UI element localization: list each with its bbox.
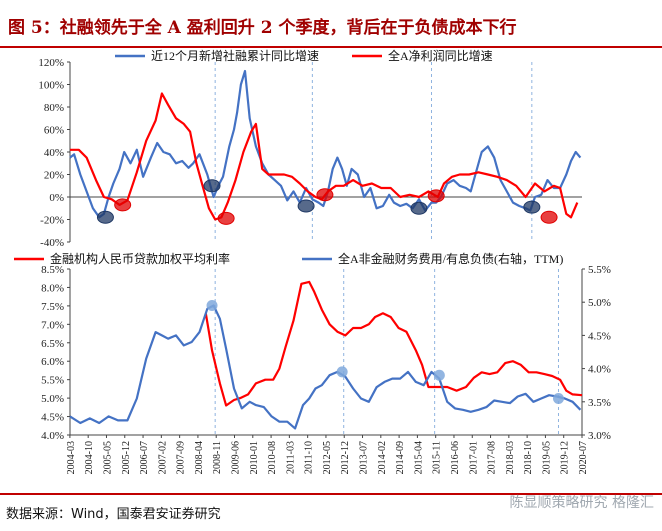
legend-label: 金融机构人民币贷款加权平均利率 [50, 251, 230, 266]
marker [427, 189, 445, 203]
y-tick-label: 120% [38, 57, 64, 69]
source-note: 数据来源：Wind，国泰君安证券研究 [6, 507, 221, 522]
x-tick-label: 2018-10 [523, 441, 534, 474]
series-line [69, 304, 582, 430]
x-tick-label: 2008-11 [212, 441, 223, 474]
y-tick-label-left: 8.0% [41, 282, 64, 294]
marker [217, 211, 235, 225]
legend-label: 全A净利润同比增速 [388, 48, 493, 63]
marker [540, 210, 558, 224]
x-tick-label: 2011-10 [304, 441, 315, 474]
y-tick-label-left: 5.0% [41, 393, 64, 405]
marker [114, 198, 132, 212]
x-tick-label: 2015-11 [432, 441, 443, 474]
legend-label: 近12个月新增社融累计同比增速 [151, 48, 319, 63]
y-tick-label-right: 3.5% [588, 397, 611, 409]
marker [206, 300, 218, 312]
x-tick-label: 2012-05 [322, 441, 333, 474]
x-tick-label: 2013-07 [359, 441, 370, 474]
y-tick-label: 0% [49, 192, 64, 204]
series-line [204, 280, 583, 407]
y-tick-label-right: 5.5% [588, 264, 611, 276]
x-tick-label: 2007-02 [157, 441, 168, 474]
y-tick-label-right: 5.0% [588, 297, 611, 309]
y-tick-label-right: 4.0% [588, 364, 611, 376]
x-tick-label: 2005-12 [121, 441, 132, 474]
x-tick-label: 2017-08 [487, 441, 498, 474]
x-tick-label: 2010-01 [249, 441, 260, 474]
y-tick-label-left: 6.5% [41, 338, 64, 350]
y-tick-label: 20% [44, 170, 64, 182]
x-tick-label: 2005-05 [102, 441, 113, 474]
x-tick-label: 2006-07 [139, 441, 150, 474]
y-tick-label: -20% [40, 215, 64, 227]
x-tick-label: 2018-03 [505, 441, 516, 474]
legend-label: 全A非金融财务费用/有息负债(右轴，TTM) [338, 251, 563, 266]
source-bar: 数据来源：Wind，国泰君安证券研究 [0, 493, 662, 531]
title-bar: 图 5：社融领先于全 A 盈利回升 2 个季度，背后在于负债成本下行 [0, 0, 662, 48]
y-tick-label-left: 8.5% [41, 264, 64, 276]
watermark-text-2: 格隆汇 [612, 495, 654, 511]
x-tick-label: 2020-07 [578, 441, 589, 474]
x-tick-label: 2004-10 [84, 441, 95, 474]
x-tick-label: 2011-03 [285, 441, 296, 474]
x-tick-label: 2014-02 [377, 441, 388, 474]
y-tick-label-left: 4.0% [41, 430, 64, 442]
x-tick-label: 2014-09 [395, 441, 406, 474]
x-tick-label: 2016-06 [450, 441, 461, 474]
marker [203, 179, 221, 193]
y-tick-label-left: 5.5% [41, 375, 64, 387]
y-tick-label: -40% [40, 237, 64, 249]
chart-canvas: 120% 100% 80% 60% 40% 20% 0% -20% -40% 近12个月新增社融累… [14, 48, 611, 474]
marker [523, 200, 541, 214]
x-tick-label: 2019-12 [560, 441, 571, 474]
watermark: 陈显顺策略研究 格隆汇 [510, 492, 654, 512]
marker [336, 366, 348, 378]
y-tick-label: 100% [38, 80, 64, 92]
marker [552, 392, 564, 404]
x-tick-label: 2015-04 [413, 441, 424, 474]
y-tick-label: 60% [44, 125, 64, 137]
marker [96, 210, 114, 224]
x-tick-label: 2010-08 [267, 441, 278, 474]
x-tick-label: 2008-04 [194, 441, 205, 474]
marker [297, 199, 315, 213]
page-title: 图 5：社融领先于全 A 盈利回升 2 个季度，背后在于负债成本下行 [8, 18, 517, 38]
marker [433, 369, 445, 381]
x-tick-label: 2012-12 [340, 441, 351, 474]
y-tick-label-left: 4.5% [41, 412, 64, 424]
x-tick-label: 2017-01 [468, 441, 479, 474]
x-tick-label: 2009-06 [231, 441, 242, 474]
series-line [70, 92, 579, 221]
x-tick-label: 2019-05 [541, 441, 552, 474]
marker [316, 188, 334, 202]
top-chart: 120% 100% 80% 60% 40% 20% 0% -20% -40% 近12个月新增社融累… [38, 48, 582, 249]
watermark-text: 陈显顺策略研究 [509, 495, 608, 511]
y-tick-label: 80% [44, 102, 64, 114]
marker [410, 201, 428, 215]
x-tick-label: 2004-03 [66, 441, 77, 474]
x-tick-label: 2007-09 [176, 441, 187, 474]
y-tick-label-left: 6.0% [41, 356, 64, 368]
y-tick-label-left: 7.5% [41, 301, 64, 313]
bottom-chart: 8.5% 8.0% 7.5% 7.0% 6.5% 6.0% 5.5% 5.0% 4.5% 4.0%… [14, 251, 611, 474]
y-tick-label-right: 3.0% [588, 430, 611, 442]
y-tick-label: 40% [44, 147, 64, 159]
y-tick-label-left: 7.0% [41, 319, 64, 331]
y-tick-label-right: 4.5% [588, 330, 611, 342]
